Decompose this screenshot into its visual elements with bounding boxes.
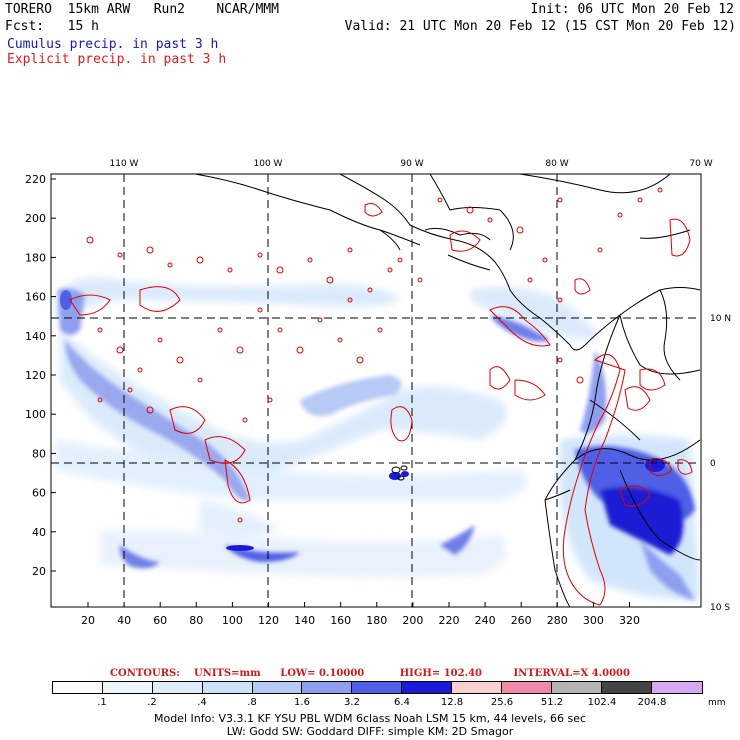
lat-lon-grid	[51, 174, 701, 607]
x-tick-label: 260	[511, 614, 532, 627]
colorbar-swatch	[402, 682, 453, 693]
x-tick-label: 300	[583, 614, 604, 627]
precip-map: 20 40 60 80 100 120 140 160 180 200 220 20 40 60 80 10…	[25, 159, 731, 627]
lon-label: 110 W	[110, 159, 139, 169]
colorbar-label: 102.4	[587, 697, 617, 708]
explicit-precip-label: Explicit precip. in past 3 h	[7, 52, 227, 67]
x-tick-label: 20	[81, 614, 95, 627]
cumulus-precip-label: Cumulus precip. in past 3 h	[7, 37, 219, 52]
y-tick-label: 60	[32, 487, 46, 500]
lon-label: 70 W	[689, 159, 712, 169]
explicit-precip-contours	[69, 187, 693, 606]
colorbar-swatch	[601, 682, 652, 693]
x-axis: 20 40 60 80 100 120 140 160 180 200 220 240 260 280 30…	[81, 602, 640, 627]
y-tick-label: 80	[32, 447, 46, 460]
lon-label: 80 W	[545, 159, 568, 169]
colorbar-swatch	[102, 682, 153, 693]
colorbar-label: 1.6	[294, 697, 310, 708]
colorbar-label: 204.8	[637, 697, 667, 708]
y-tick-label: 160	[25, 291, 46, 304]
colorbar-swatch	[452, 682, 503, 693]
colorbar-swatch	[651, 682, 702, 693]
colorbar-swatch	[152, 682, 203, 693]
y-tick-label: 200	[25, 212, 46, 225]
lat-label: 10 S	[710, 603, 730, 613]
contour-high: HIGH= 102.40	[399, 668, 482, 679]
x-tick-label: 120	[258, 614, 279, 627]
plot-frame	[50, 173, 702, 608]
y-tick-label: 20	[32, 565, 46, 578]
y-tick-label: 180	[25, 251, 46, 264]
colorbar-swatch	[551, 682, 602, 693]
cumulus-precip-heavy	[60, 290, 665, 551]
colorbar	[52, 681, 703, 694]
colorbar-swatch	[252, 682, 303, 693]
x-tick-label: 80	[189, 614, 203, 627]
colorbar-swatch	[202, 682, 253, 693]
x-tick-label: 40	[117, 614, 131, 627]
y-tick-label: 120	[25, 369, 46, 382]
valid-time: Valid: 21 UTC Mon 20 Feb 12 (15 CST Mon …	[344, 19, 736, 34]
x-tick-label: 200	[402, 614, 423, 627]
contour-low: LOW= 0.10000	[280, 668, 365, 679]
lat-label: 10 N	[710, 314, 731, 324]
colorbar-label: 3.2	[344, 697, 360, 708]
coastlines	[194, 174, 701, 607]
colorbar-label: 25.6	[490, 697, 514, 708]
colorbar-label: .4	[197, 697, 207, 708]
forecast-hour: Fcst: 15 h	[5, 19, 99, 34]
colorbar-swatch	[53, 682, 103, 693]
contour-label: CONTOURS:	[110, 668, 180, 679]
x-tick-label: 100	[222, 614, 243, 627]
x-tick-label: 240	[475, 614, 496, 627]
x-tick-label: 140	[294, 614, 315, 627]
lon-label: 90 W	[400, 159, 423, 169]
y-tick-label: 220	[25, 173, 46, 186]
colorbar-unit: mm	[708, 698, 726, 708]
colorbar-label: 12.8	[440, 697, 464, 708]
cumulus-precip-mid	[58, 288, 695, 600]
colorbar-label: .1	[97, 697, 107, 708]
y-axis: 20 40 60 80 100 120 140 160 180 200 220	[25, 173, 56, 578]
colorbar-swatch	[302, 682, 353, 693]
lon-label: 100 W	[254, 159, 283, 169]
x-tick-label: 60	[153, 614, 167, 627]
model-title: TORERO 15km ARW Run2 NCAR/MMM	[5, 2, 279, 17]
cumulus-precip-light	[55, 277, 700, 600]
x-tick-label: 180	[366, 614, 387, 627]
x-tick-label: 320	[619, 614, 640, 627]
contour-interval: INTERVAL=X 4.0000	[513, 668, 630, 679]
physics-info: LW: Godd SW: Goddard DIFF: simple KM: 2D…	[226, 725, 514, 738]
y-tick-label: 140	[25, 330, 46, 343]
x-tick-label: 280	[547, 614, 568, 627]
x-tick-label: 220	[439, 614, 460, 627]
x-tick-label: 160	[330, 614, 351, 627]
model-info: Model Info: V3.3.1 KF YSU PBL WDM 6class…	[153, 712, 587, 725]
y-tick-label: 100	[25, 408, 46, 421]
contour-info: CONTOURS: UNITS=mm LOW= 0.10000 HIGH= 102…	[0, 668, 740, 679]
colorbar-label: .8	[247, 697, 257, 708]
colorbar-label: 6.4	[394, 697, 410, 708]
init-time: Init: 06 UTC Mon 20 Feb 12	[530, 2, 735, 17]
latitude-labels: 10 N 0 10 S	[710, 314, 731, 613]
colorbar-swatch	[352, 682, 403, 693]
colorbar-label: 51.2	[540, 697, 564, 708]
lat-label: 0	[710, 459, 716, 469]
y-tick-label: 40	[32, 526, 46, 539]
colorbar-swatch	[502, 682, 552, 693]
longitude-labels: 110 W 100 W 90 W 80 W 70 W	[110, 159, 713, 169]
contour-units: UNITS=mm	[193, 668, 261, 679]
colorbar-label: .2	[147, 697, 157, 708]
